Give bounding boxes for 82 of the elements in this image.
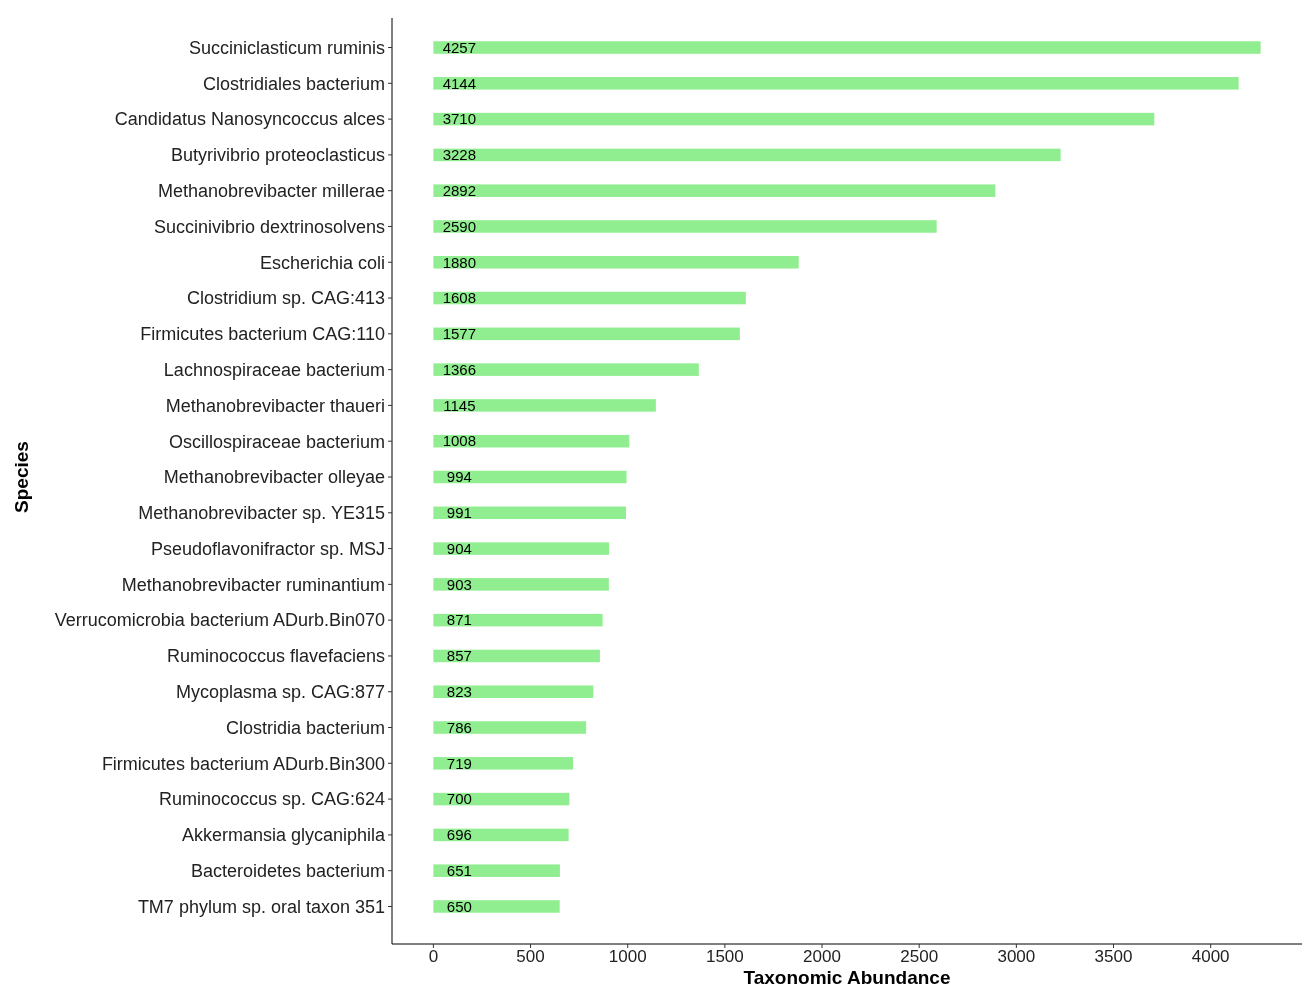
y-tick-label: Methanobrevibacter thaueri xyxy=(165,395,385,416)
bar xyxy=(433,41,1261,54)
y-tick-label: Candidatus Nanosyncoccus alces xyxy=(114,109,385,130)
data-label: 3228 xyxy=(442,146,477,164)
bar xyxy=(433,220,937,233)
bar xyxy=(433,470,627,484)
x-tick-label: 500 xyxy=(516,947,545,966)
y-tick-label: Methanobrevibacter sp. YE315 xyxy=(138,503,385,524)
bar xyxy=(433,685,594,698)
y-tick-label: Firmicutes bacterium ADurb.Bin300 xyxy=(101,753,385,774)
y-tick-label: Pseudoflavonifractor sp. MSJ xyxy=(150,538,385,559)
data-label: 857 xyxy=(446,647,472,665)
bar xyxy=(433,291,746,305)
bar xyxy=(433,184,996,197)
y-tick-label: Clostridiales bacterium xyxy=(202,73,385,94)
bar xyxy=(433,399,656,412)
x-tick-label: 3500 xyxy=(1094,947,1133,966)
x-axis-title: Taxonomic Abundance xyxy=(743,967,951,988)
data-label: 651 xyxy=(446,861,472,879)
data-label: 991 xyxy=(446,504,472,522)
y-tick-label: Clostridia bacterium xyxy=(225,717,385,738)
x-tick-label: 4000 xyxy=(1191,947,1230,966)
data-label: 786 xyxy=(446,718,472,736)
data-label: 4257 xyxy=(442,38,477,56)
data-label: 903 xyxy=(446,575,472,593)
y-tick-label: Oscillospiraceae bacterium xyxy=(168,431,385,452)
x-tick-label: 1000 xyxy=(608,947,647,966)
data-label: 2590 xyxy=(442,217,477,235)
y-tick-label: Akkermansia glycaniphila xyxy=(181,825,386,846)
y-tick-label: TM7 phylum sp. oral taxon 351 xyxy=(137,896,385,917)
y-tick-label: Methanobrevibacter olleyae xyxy=(163,467,385,488)
x-tick-label: 1500 xyxy=(705,947,744,966)
bar xyxy=(433,613,603,627)
y-tick-label: Butyrivibrio proteoclasticus xyxy=(170,145,385,166)
data-label: 696 xyxy=(446,826,472,844)
data-label: 1366 xyxy=(442,360,477,378)
bar xyxy=(433,327,740,341)
data-label: 3710 xyxy=(442,110,477,128)
data-label: 4144 xyxy=(442,74,477,92)
y-tick-label: Bacteroidetes bacterium xyxy=(190,860,385,881)
x-tick-label: 0 xyxy=(428,947,439,966)
data-label: 904 xyxy=(446,539,472,557)
data-label: 994 xyxy=(446,468,472,486)
y-tick-label: Verrucomicrobia bacterium ADurb.Bin070 xyxy=(54,610,385,631)
data-label: 823 xyxy=(446,682,472,700)
bar xyxy=(433,900,560,913)
data-label: 1008 xyxy=(442,432,477,450)
data-label: 1880 xyxy=(442,253,477,271)
bar xyxy=(433,721,587,734)
data-label: 1145 xyxy=(443,396,476,414)
x-tick-label: 3000 xyxy=(997,947,1036,966)
data-label: 650 xyxy=(446,897,472,915)
y-tick-label: Lachnospiraceae bacterium xyxy=(163,359,385,380)
data-label: 1608 xyxy=(442,289,477,307)
bar xyxy=(433,578,609,591)
bar xyxy=(433,757,574,770)
y-tick-label: Ruminococcus sp. CAG:624 xyxy=(158,789,385,810)
data-label: 871 xyxy=(446,611,472,629)
y-tick-label: Succinivibrio dextrinosolvens xyxy=(153,216,385,237)
data-label: 2892 xyxy=(442,181,477,199)
data-label: 719 xyxy=(446,754,472,772)
y-tick-label: Firmicutes bacterium CAG:110 xyxy=(140,324,385,345)
data-label: 1577 xyxy=(442,325,477,343)
y-tick-label: Escherichia coli xyxy=(259,252,385,273)
bar xyxy=(433,77,1239,90)
bar xyxy=(433,363,699,376)
y-tick-label: Methanobrevibacter millerae xyxy=(157,180,385,201)
y-axis-title: Species xyxy=(11,441,32,513)
bar xyxy=(433,506,626,520)
y-tick-label: Mycoplasma sp. CAG:877 xyxy=(175,682,385,703)
y-tick-label: Methanobrevibacter ruminantium xyxy=(121,574,385,595)
y-tick-label: Ruminococcus flavefaciens xyxy=(166,646,385,667)
bar xyxy=(433,864,560,877)
y-tick-label: Succiniclasticum ruminis xyxy=(188,37,385,58)
bar xyxy=(433,148,1061,162)
bar xyxy=(433,542,610,555)
bar xyxy=(433,112,1155,126)
x-tick-label: 2500 xyxy=(900,947,939,966)
bar xyxy=(433,256,799,269)
data-label: 700 xyxy=(446,790,472,808)
y-tick-label: Clostridium sp. CAG:413 xyxy=(186,288,385,309)
x-tick-label: 2000 xyxy=(803,947,841,966)
